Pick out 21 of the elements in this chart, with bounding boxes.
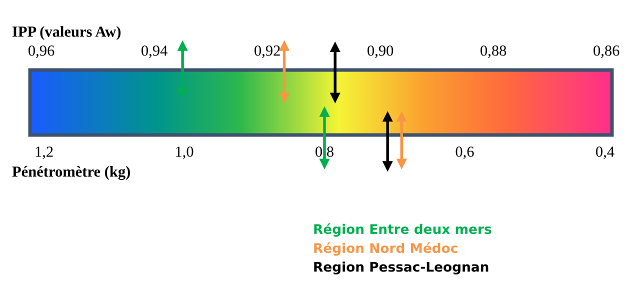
x-tick-label: 0,6 [456,146,474,160]
point [320,107,330,117]
x2-tick-label: 0,90 [368,45,394,58]
x2-tick-label: 0,88 [480,45,506,58]
x2-tick-label: 0,96 [28,45,54,58]
text: Region Pessac-Leognan [314,262,488,274]
text: Région Entre deux mers [314,223,492,237]
point [382,112,392,122]
x2-tick-label: 0,94 [142,45,168,58]
x-tick-label: 1,2 [36,146,53,160]
x-tick-label: 0,4 [596,146,614,160]
point [320,158,330,168]
x2-tick-label: 0,92 [254,45,280,58]
x2-tick-label: 0,86 [594,45,620,58]
point [396,112,406,122]
point [396,158,406,168]
text: Région Nord Médoc [314,242,458,256]
x2-axis-title: IPP (valeurs Aw) [12,26,121,40]
x-tick-label: 1,0 [176,146,194,160]
x-axis-title: Pénétromètre (kg) [12,166,130,180]
point [382,161,392,171]
